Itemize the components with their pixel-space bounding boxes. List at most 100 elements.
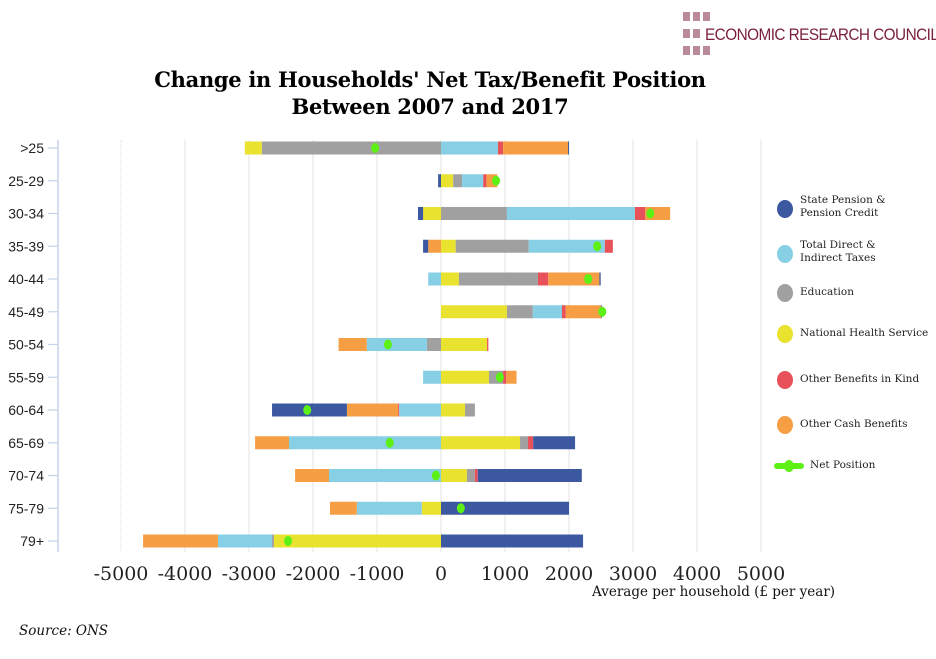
bar-segment-cash xyxy=(295,469,329,482)
y-tick-label: >25 xyxy=(20,140,44,156)
bar-segment-kind xyxy=(497,141,504,155)
bar-segment-nhs xyxy=(441,370,489,384)
y-tick-label: 50-54 xyxy=(8,337,44,353)
bar-segment-taxes xyxy=(506,207,635,220)
legend-label-line: Indirect Taxes xyxy=(800,252,876,264)
bar-segment-pension xyxy=(423,239,429,253)
bar-segment-nhs xyxy=(441,239,456,253)
bar-segment-education xyxy=(455,239,529,253)
chart-title-line-2: Between 2007 and 2017 xyxy=(291,94,569,119)
bar-segment-education xyxy=(506,305,533,319)
bar-segment-kind xyxy=(503,370,507,384)
y-tick-label: 45-49 xyxy=(8,304,44,320)
bar-segment-pension xyxy=(441,501,569,515)
bar-segment-kind xyxy=(561,305,566,319)
x-tick-label: 5000 xyxy=(737,563,785,585)
bar-segment-cash xyxy=(143,534,218,548)
x-tick-label: 0 xyxy=(435,563,447,585)
bar-segment-nhs xyxy=(441,469,467,482)
bar-segment-nhs xyxy=(423,207,441,220)
bar-segment-nhs xyxy=(244,141,262,155)
source-note: Source: ONS xyxy=(19,623,109,639)
x-axis-label: Average per household (£ per year) xyxy=(592,584,836,600)
bar-segment-nhs xyxy=(441,403,465,417)
bar-segment-taxes xyxy=(366,338,427,351)
bar-segment-education xyxy=(458,272,538,286)
y-tick-label: 30-34 xyxy=(8,206,44,222)
x-tick-label: 4000 xyxy=(673,563,721,585)
y-tick-label: 79+ xyxy=(20,533,44,549)
y-tick-label: 75-79 xyxy=(8,500,44,516)
bar-segment-cash xyxy=(565,305,601,319)
bar-segment-taxes xyxy=(528,239,605,253)
net-position-marker xyxy=(383,339,392,350)
legend-label-line: Other Benefits in Kind xyxy=(800,373,920,385)
bars xyxy=(143,141,671,548)
bar-segment-nhs xyxy=(441,174,454,188)
legend-label-line: Other Cash Benefits xyxy=(800,418,908,430)
bar-segment-education xyxy=(426,338,441,351)
legend-label: Other Cash Benefits xyxy=(800,418,907,431)
chart-title-line-1: Change in Households' Net Tax/Benefit Po… xyxy=(154,67,706,92)
y-tick-label: 55-59 xyxy=(8,369,44,385)
legend-swatch-nhs xyxy=(777,325,793,343)
legend-swatch-pension xyxy=(777,200,793,218)
bar-segment-cash xyxy=(329,501,357,515)
x-tick-label: 2000 xyxy=(545,563,593,585)
net-position-marker xyxy=(284,536,293,546)
bar-segment-pension xyxy=(568,141,569,155)
bar-segment-taxes xyxy=(289,436,441,450)
bar-segment-pension xyxy=(599,272,601,286)
bar-segment-taxes xyxy=(423,370,441,384)
bar-segment-kind xyxy=(398,403,400,417)
legend-label: National Health Service xyxy=(800,327,928,340)
bar-segment-education xyxy=(261,141,441,155)
bar-segment-nhs xyxy=(441,338,488,351)
bar-segment-kind xyxy=(487,338,489,351)
net-position-legend-icon xyxy=(774,460,804,472)
legend-label-line: State Pension & xyxy=(800,194,886,206)
y-tick-label: 40-44 xyxy=(8,271,44,287)
bar-segment-cash xyxy=(503,141,569,155)
bar-segment-nhs xyxy=(441,272,459,286)
bar-segment-kind xyxy=(604,239,613,253)
erc-logo: ECONOMIC RESEARCH COUNCIL xyxy=(683,12,936,58)
bar-segment-cash xyxy=(506,370,517,384)
bar-segment-education xyxy=(272,534,274,548)
legend-swatch-education xyxy=(777,284,793,302)
bar-segment-education xyxy=(520,436,529,450)
bar-segment-taxes xyxy=(532,305,562,319)
net-position-marker xyxy=(371,143,380,153)
y-tick-label: 70-74 xyxy=(8,468,44,484)
legend-label: Total Direct & Indirect Taxes xyxy=(800,239,876,265)
net-position-marker xyxy=(593,241,602,252)
net-position-marker xyxy=(646,208,655,219)
bar-segment-pension xyxy=(441,534,584,548)
bar-segment-nhs xyxy=(421,501,441,515)
bar-segment-taxes xyxy=(428,272,441,286)
bar-segment-cash xyxy=(346,403,399,417)
legend-label-line: Education xyxy=(800,286,854,298)
y-tick-label: 35-39 xyxy=(8,238,44,254)
bar-segment-taxes xyxy=(329,469,441,482)
bar-segment-kind xyxy=(634,207,646,220)
legend-label: Net Position xyxy=(810,459,876,471)
bar-segment-pension xyxy=(438,174,441,188)
bar-segment-taxes xyxy=(462,174,484,188)
net-position-marker xyxy=(303,405,312,415)
bar-segment-education xyxy=(465,403,475,417)
bar-segment-cash xyxy=(486,174,498,188)
net-position-marker xyxy=(492,175,501,186)
y-tick-label: 60-64 xyxy=(8,402,44,418)
net-position-marker xyxy=(598,306,607,317)
legend-label: Education xyxy=(800,286,854,299)
legend-swatch-taxes xyxy=(777,245,793,263)
bar-segment-nhs xyxy=(441,305,507,319)
bar-segment-kind xyxy=(537,272,549,286)
y-tick-label: 65-69 xyxy=(8,435,44,451)
net-position-marker xyxy=(495,372,504,383)
bar-segment-education xyxy=(466,469,475,482)
bar-segment-pension xyxy=(477,469,582,482)
bar-segment-cash xyxy=(428,239,441,253)
